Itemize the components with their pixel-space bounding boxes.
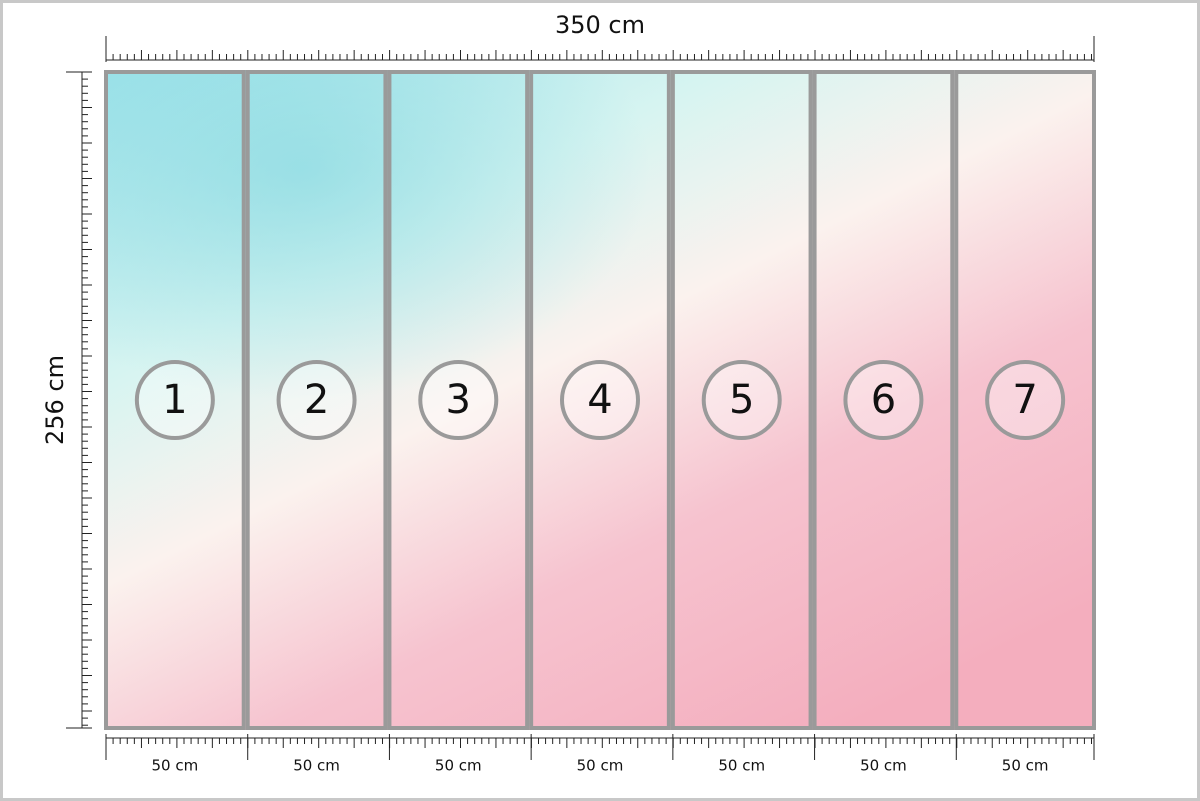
panel [245,70,388,730]
panel-width-label: 50 cm [577,757,624,775]
wallpaper-shade [104,70,1096,730]
panel [954,70,1096,730]
panel-badge [843,360,924,440]
panel-number: 2 [304,377,329,423]
panels: 1 50 cm 2 50 cm 3 50 cm 4 50 cm 5 50 cm 6 50 cm 7 50 … [104,70,1096,775]
height-label: 256 cm [41,355,69,445]
panel-number: 7 [1012,377,1037,423]
panel [387,70,530,730]
panel-number: 3 [446,377,471,423]
panel-badge [560,360,640,440]
panel-number: 4 [587,377,612,423]
panel-badge [985,360,1066,440]
panel-badge [276,360,357,440]
panel-width-label: 50 cm [1002,757,1049,775]
panel-width-label: 50 cm [435,757,482,775]
panel-number: 1 [162,377,187,423]
panel [529,70,671,730]
rulers [66,36,1095,760]
panel-badge [701,360,782,440]
panel-badge [418,360,499,440]
panel-width-label: 50 cm [293,757,340,775]
width-label: 350 cm [555,11,645,39]
panel-badge [134,360,215,440]
panel [104,70,246,730]
panel [670,70,813,730]
panel-width-label: 50 cm [860,757,907,775]
panel-width-label: 50 cm [718,757,765,775]
panel [812,70,955,730]
panel-number: 5 [729,377,754,423]
panel-width-label: 50 cm [151,757,198,775]
panel-number: 6 [871,377,896,423]
